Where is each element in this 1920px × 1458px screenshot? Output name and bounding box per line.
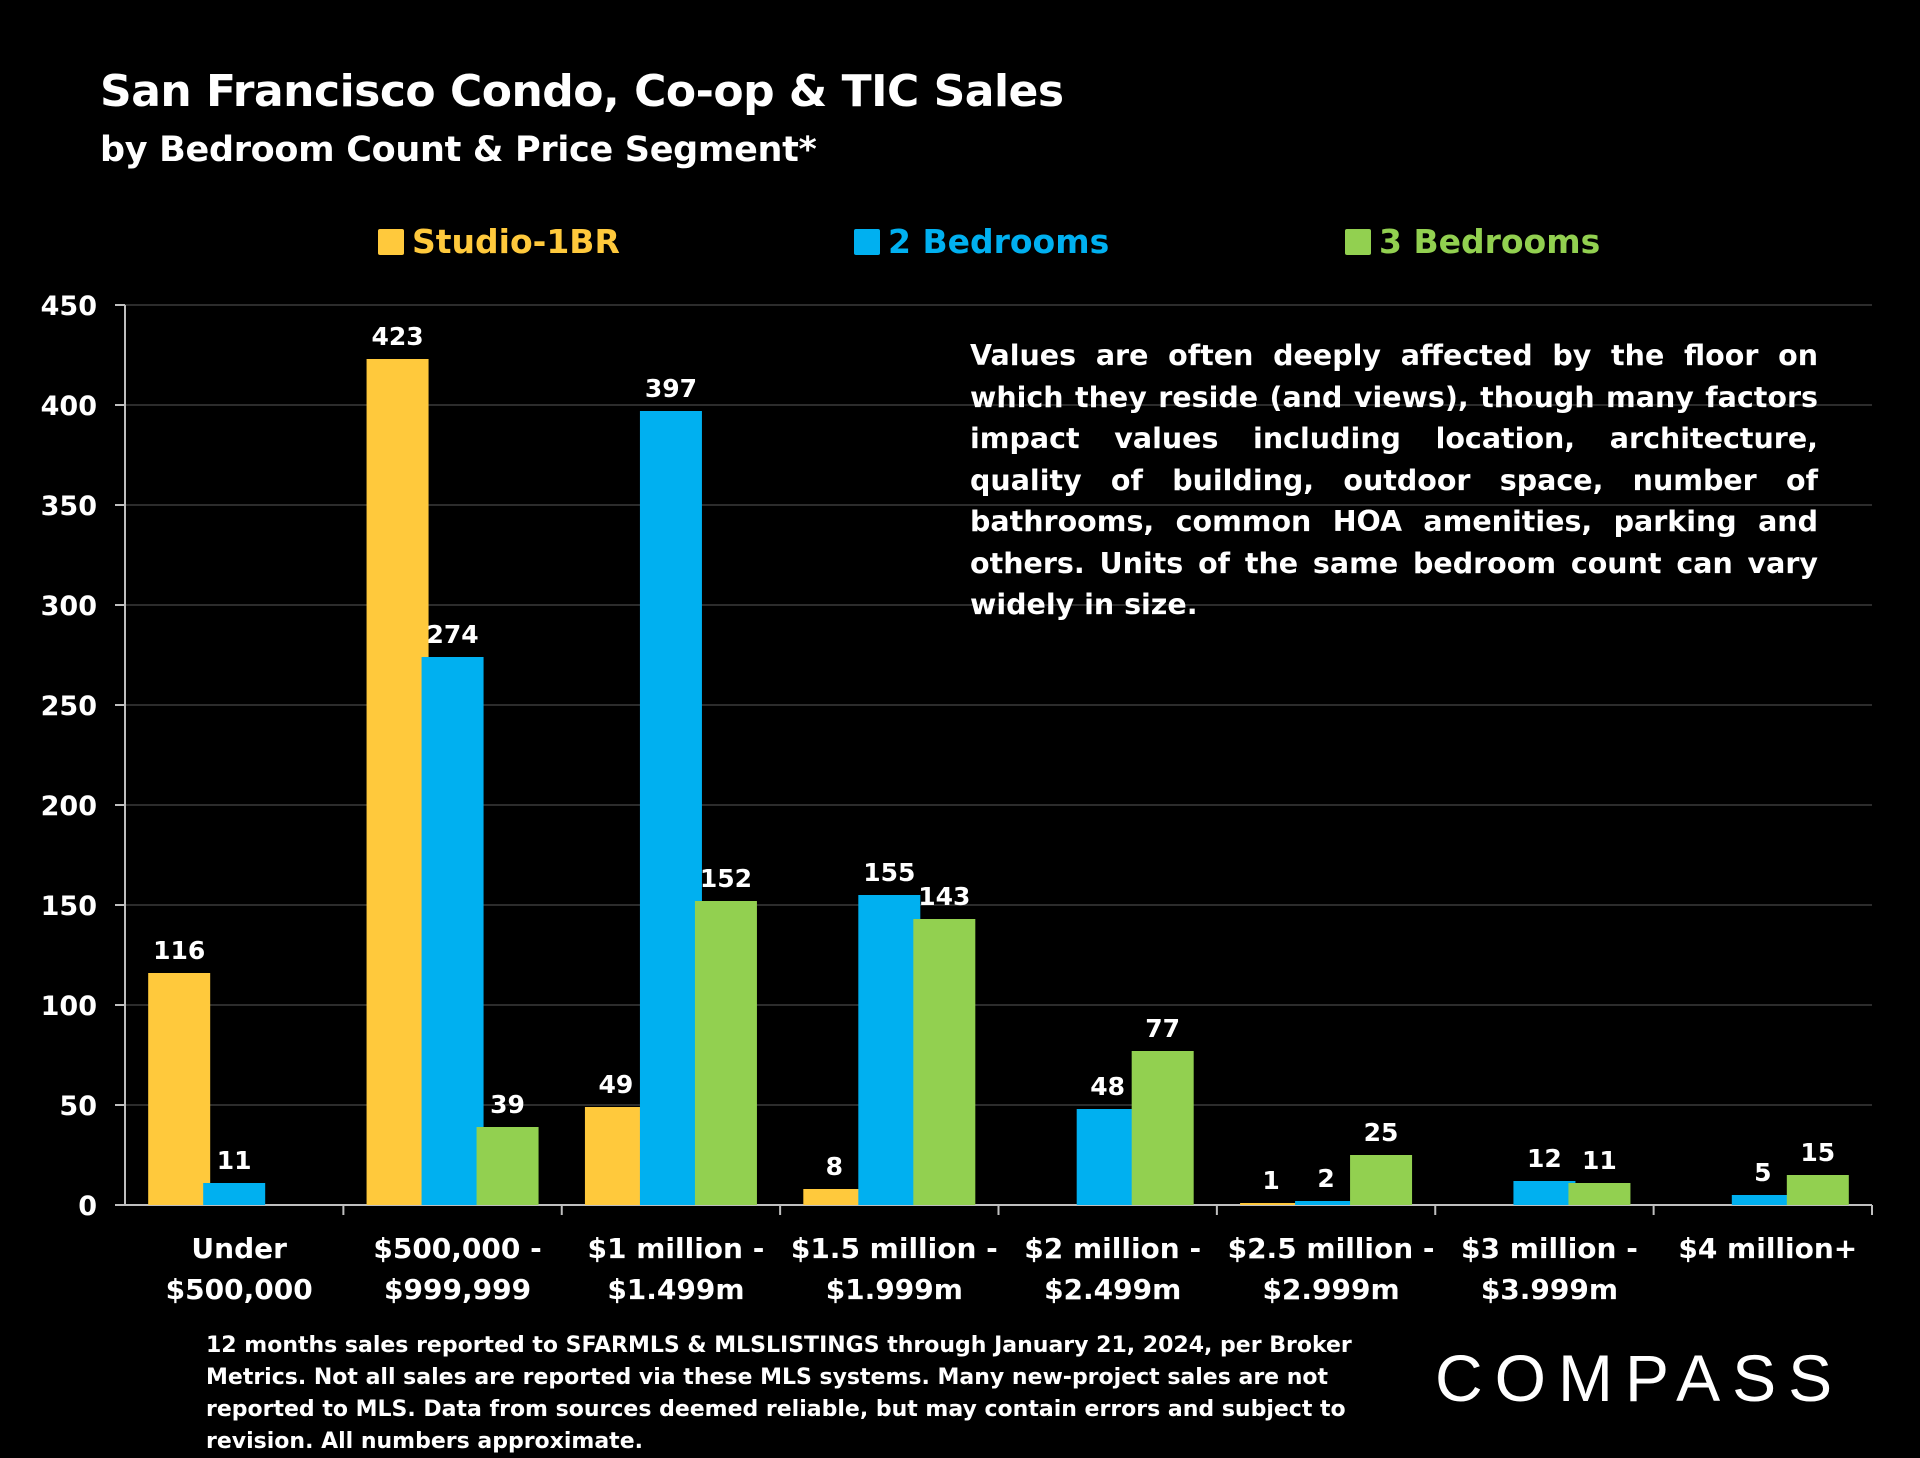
data-label: 8 [826,1152,843,1181]
y-tick-label: 450 [41,291,97,322]
y-tick-label: 350 [41,491,97,522]
x-tick-label: $3 million - [1461,1232,1638,1265]
legend-studio-1br: Studio-1BR [378,222,620,261]
x-tick-label: $1.499m [607,1273,744,1306]
y-tick-label: 250 [41,691,97,722]
bar [366,359,429,1205]
data-label: 423 [371,322,423,351]
bar [1568,1183,1631,1205]
bar [421,657,484,1205]
legend-swatch-2-bedrooms [854,228,880,255]
bar [1731,1195,1794,1205]
y-tick-label: 0 [78,1191,97,1222]
y-tick-label: 100 [41,991,97,1022]
data-label: 15 [1800,1138,1835,1167]
bar [1131,1051,1194,1205]
bar [584,1107,647,1205]
bar [476,1127,539,1205]
bar [1513,1181,1576,1205]
data-label: 143 [918,882,970,911]
compass-logo: COMPASS [1435,1341,1845,1415]
bar [203,1183,266,1205]
data-label: 49 [599,1070,634,1099]
x-tick-label: $3.999m [1481,1273,1618,1306]
x-tick-label: $4 million+ [1678,1232,1857,1265]
data-label: 12 [1527,1144,1562,1173]
data-label: 2 [1317,1164,1334,1193]
data-label: 25 [1364,1118,1399,1147]
footnote-text: 12 months sales reported to SFARMLS & ML… [206,1333,1352,1454]
bar [1350,1155,1413,1205]
data-label: 77 [1145,1014,1180,1043]
annotation-text: Values are often deeply affected by the … [970,339,1818,621]
legend-swatch-3-bedrooms [1345,228,1371,255]
bar [858,895,921,1205]
data-label: 116 [153,936,205,965]
bar [639,411,702,1205]
bar [1295,1201,1358,1205]
bar [803,1189,866,1205]
x-tick-label: Under [191,1232,287,1265]
y-tick-label: 150 [41,891,97,922]
x-tick-label: $2.5 million - [1228,1232,1435,1265]
data-label: 11 [217,1146,252,1175]
y-tick-label: 400 [41,391,97,422]
data-label: 155 [863,858,915,887]
bar [1786,1175,1849,1205]
x-tick-label: $2.499m [1044,1273,1181,1306]
x-tick-label: $2.999m [1262,1273,1399,1306]
data-label: 1 [1262,1166,1279,1195]
y-tick-label: 300 [41,591,97,622]
data-label: 11 [1582,1146,1617,1175]
data-label: 5 [1754,1158,1771,1187]
legend-2-bedrooms: 2 Bedrooms [854,222,1109,261]
data-label: 274 [426,620,478,649]
bar [694,901,757,1205]
legend-swatch-studio-1br [378,228,404,255]
y-tick-label: 200 [41,791,97,822]
x-tick-label: $500,000 [166,1273,313,1306]
x-tick-label: $999,999 [384,1273,531,1306]
data-label: 152 [700,864,752,893]
data-label: 397 [645,374,697,403]
data-label: 48 [1090,1072,1125,1101]
x-tick-label: $1 million - [588,1232,765,1265]
y-tick-label: 50 [59,1091,97,1122]
chart-subtitle: by Bedroom Count & Price Segment* [100,130,817,170]
legend-label-3-bedrooms: 3 Bedrooms [1379,222,1601,261]
x-tick-label: $500,000 - [373,1232,541,1265]
data-label: 39 [490,1090,525,1119]
x-tick-label: $2 million - [1024,1232,1201,1265]
x-tick-label: $1.999m [826,1273,963,1306]
legend-label-2-bedrooms: 2 Bedrooms [888,222,1110,261]
bar [1076,1109,1139,1205]
bar [913,919,976,1205]
bar [148,973,211,1205]
bar [1240,1203,1303,1205]
chart-title: San Francisco Condo, Co-op & TIC Sales [100,66,1064,117]
x-tick-label: $1.5 million - [791,1232,998,1265]
legend-label-studio-1br: Studio-1BR [412,222,620,261]
legend-3-bedrooms: 3 Bedrooms [1345,222,1600,261]
